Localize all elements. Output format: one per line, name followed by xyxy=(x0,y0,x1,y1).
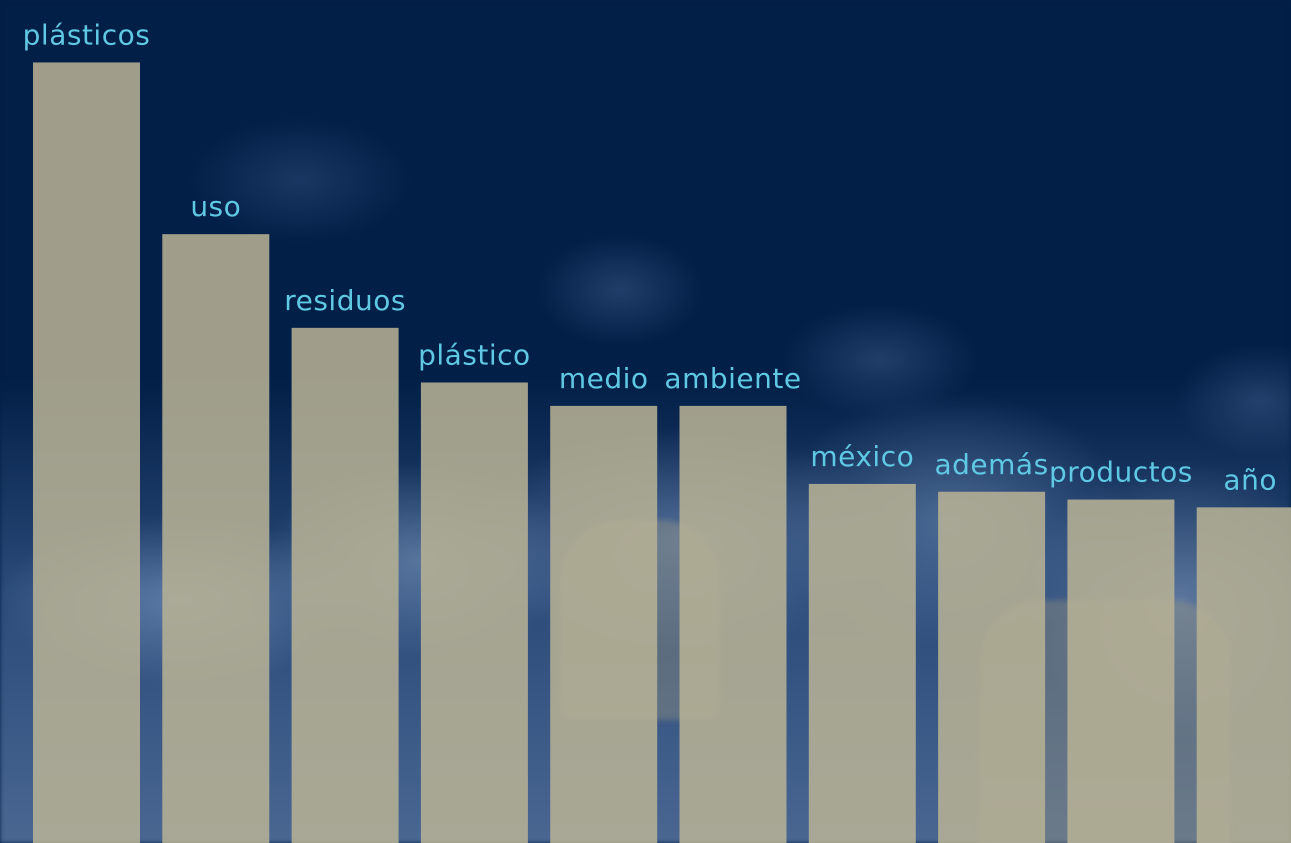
bar-label-8: productos xyxy=(1049,456,1193,489)
bar-4 xyxy=(550,405,658,843)
bar-8 xyxy=(1067,499,1175,843)
bar-label-6: méxico xyxy=(810,440,914,473)
bar-3 xyxy=(420,382,528,843)
bar-label-7: además xyxy=(935,448,1049,481)
bar-label-3: plástico xyxy=(418,338,531,371)
bar-7 xyxy=(938,491,1046,843)
bar-label-9: año xyxy=(1223,463,1277,496)
bar-6 xyxy=(808,483,916,843)
bar-9 xyxy=(1196,507,1291,843)
bar-1 xyxy=(162,234,270,843)
bar-label-5: ambiente xyxy=(664,362,801,395)
bar-2 xyxy=(291,327,399,843)
bar-0 xyxy=(33,62,140,843)
bar-label-4: medio xyxy=(559,362,649,395)
bar-label-2: residuos xyxy=(284,284,406,317)
bar-label-0: plásticos xyxy=(23,18,151,51)
bar-label-1: uso xyxy=(190,190,241,223)
bar-5 xyxy=(679,405,787,843)
